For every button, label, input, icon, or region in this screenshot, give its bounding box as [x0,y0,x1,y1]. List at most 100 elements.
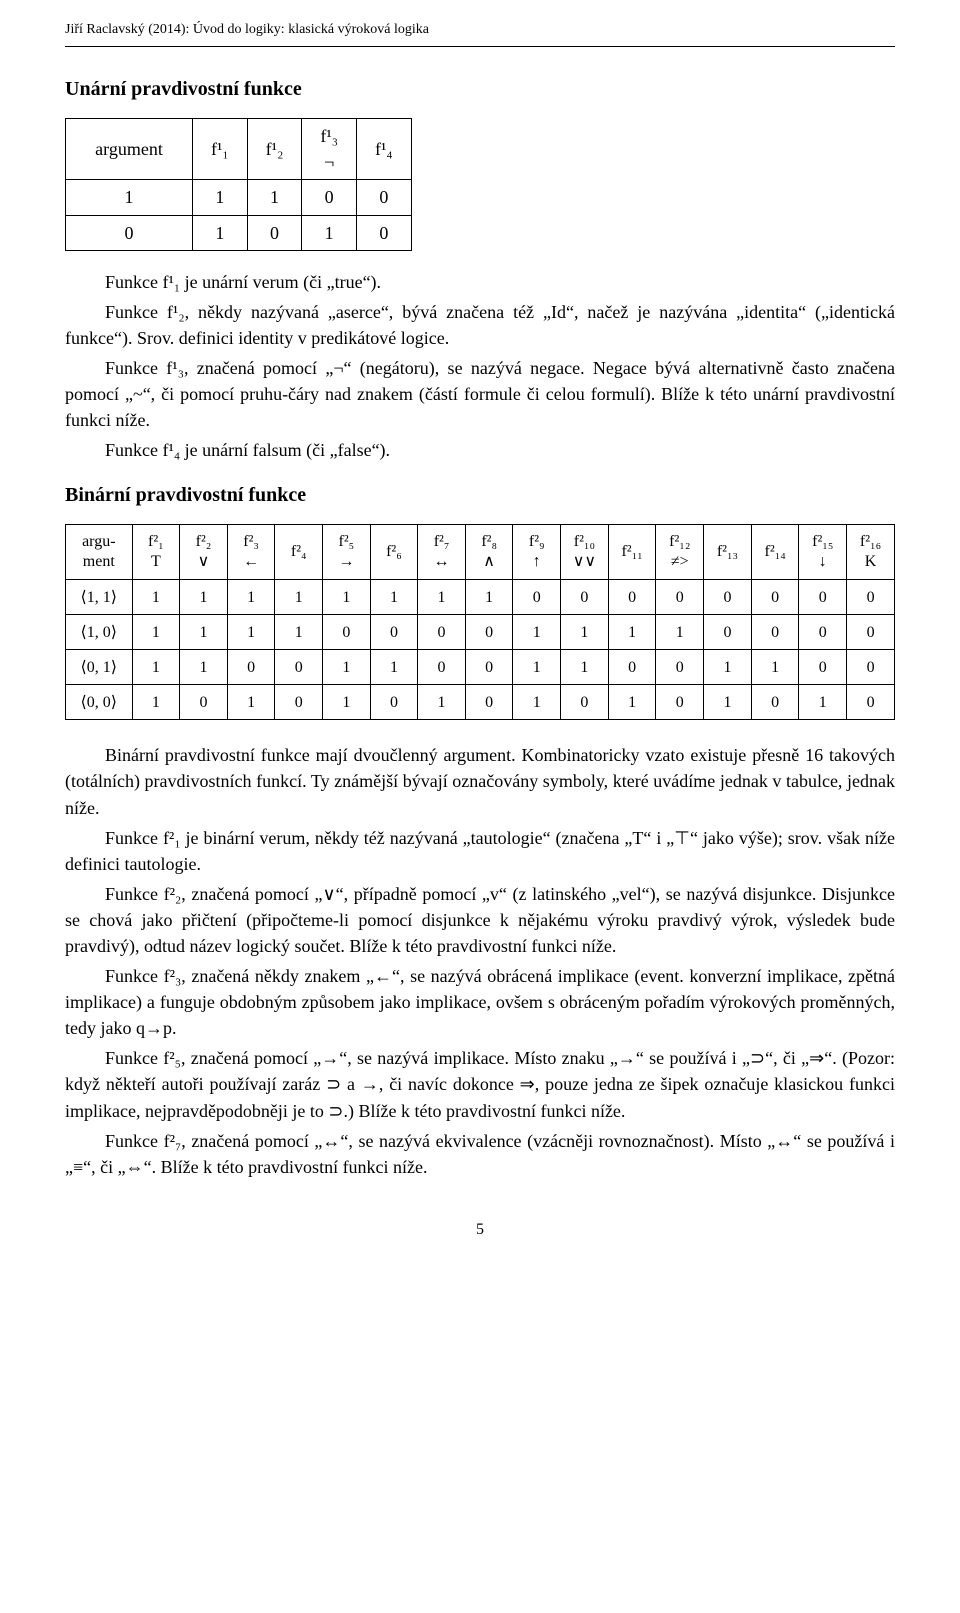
cell: 0 [847,650,895,685]
cell: 1 [227,580,275,615]
page-number: 5 [65,1218,895,1241]
para-binary-1: Binární pravdivostní funkce mají dvoučle… [65,742,895,820]
cell: ⟨1, 1⟩ [66,580,133,615]
header-rule [65,46,895,47]
cell: 0 [418,615,466,650]
col-f16: f²₁₆K [847,525,895,580]
col-f2: f²₂∨ [180,525,228,580]
col-f6: f²₆ [370,525,418,580]
col-f10: f²₁₀∨∨ [561,525,609,580]
table-row: ⟨0, 1⟩1100110011001100 [66,650,895,685]
unary-truth-table: argument f¹₁ f¹₂ f¹₃¬ f¹₄ 1 1 1 0 0 0 1 … [65,118,412,250]
col-f5: f²₅→ [323,525,371,580]
para-unary-4: Funkce f¹₄ je unární falsum (či „false“)… [65,437,895,463]
cell: 0 [751,615,799,650]
cell: 0 [227,650,275,685]
cell: 1 [275,615,323,650]
col-f9: f²₉↑ [513,525,561,580]
cell: 0 [275,685,323,720]
col-f1: f²₁T [132,525,180,580]
cell: 0 [370,615,418,650]
cell: 1 [656,615,704,650]
cell: 1 [608,615,656,650]
table-row: ⟨0, 0⟩1010101010101010 [66,685,895,720]
col-f3: f²₃← [227,525,275,580]
cell: 0 [799,580,847,615]
cell: 0 [513,580,561,615]
para-binary-5: Funkce f²₅, značená pomocí „→“, se nazýv… [65,1045,895,1123]
cell: 0 [561,685,609,720]
running-header: Jiří Raclavský (2014): Úvod do logiky: k… [65,20,895,40]
cell: 1 [561,650,609,685]
cell: 0 [656,650,704,685]
para-unary-2: Funkce f¹₂, někdy nazývaná „aserce“, býv… [65,299,895,351]
cell: 0 [180,685,228,720]
cell: 1 [227,615,275,650]
col-f2: f¹₂ [247,119,302,180]
cell: 1 [275,580,323,615]
cell: 1 [704,650,752,685]
cell: 1 [193,180,248,215]
cell: 0 [751,580,799,615]
col-f12: f²₁₂≠> [656,525,704,580]
cell: ⟨0, 1⟩ [66,650,133,685]
col-f1: f¹₁ [193,119,248,180]
cell: 1 [608,685,656,720]
cell: 1 [132,685,180,720]
cell: 1 [323,650,371,685]
table-row: ⟨1, 0⟩1111000011110000 [66,615,895,650]
para-unary-1: Funkce f¹₁ je unární verum (či „true“). [65,269,895,295]
cell: 0 [704,615,752,650]
cell: 0 [799,650,847,685]
cell: 0 [357,215,412,250]
table-row: ⟨1, 1⟩1111111100000000 [66,580,895,615]
cell: 1 [418,685,466,720]
para-binary-3: Funkce f²₂, značená pomocí „∨“, případně… [65,881,895,959]
cell: 0 [465,615,513,650]
col-argument: argument [66,119,193,180]
cell: 1 [513,650,561,685]
cell: 1 [513,685,561,720]
cell: 0 [465,685,513,720]
cell: 1 [180,615,228,650]
cell: 0 [656,580,704,615]
cell: 1 [227,685,275,720]
cell: 0 [247,215,302,250]
cell: 0 [561,580,609,615]
cell: 1 [323,685,371,720]
cell: 1 [180,650,228,685]
table-row: 1 1 1 0 0 [66,180,412,215]
cell: 0 [66,215,193,250]
col-f4: f²₄ [275,525,323,580]
unary-section-title: Unární pravdivostní funkce [65,75,895,104]
col-f11: f²₁₁ [608,525,656,580]
cell: 0 [465,650,513,685]
cell: 0 [847,685,895,720]
table-header-row: argument f¹₁ f¹₂ f¹₃¬ f¹₄ [66,119,412,180]
cell: 1 [66,180,193,215]
cell: 0 [370,685,418,720]
cell: ⟨0, 0⟩ [66,685,133,720]
cell: 0 [302,180,357,215]
cell: 1 [132,580,180,615]
cell: 1 [180,580,228,615]
col-f7: f²₇↔ [418,525,466,580]
col-f13: f²₁₃ [704,525,752,580]
cell: 1 [247,180,302,215]
table-header-row: argu-ment f²₁T f²₂∨ f²₃← f²₄ f²₅→ f²₆ f²… [66,525,895,580]
col-f14: f²₁₄ [751,525,799,580]
cell: 0 [751,685,799,720]
cell: 0 [275,650,323,685]
col-f8: f²₈∧ [465,525,513,580]
para-binary-2: Funkce f²₁ je binární verum, někdy též n… [65,825,895,877]
cell: 0 [847,615,895,650]
cell: 1 [799,685,847,720]
cell: 1 [302,215,357,250]
cell: 0 [323,615,371,650]
cell: 0 [704,580,752,615]
cell: 1 [132,615,180,650]
cell: ⟨1, 0⟩ [66,615,133,650]
binary-section-title: Binární pravdivostní funkce [65,481,895,510]
cell: 1 [418,580,466,615]
para-binary-6: Funkce f²₇, značená pomocí „↔“, se nazýv… [65,1128,895,1180]
